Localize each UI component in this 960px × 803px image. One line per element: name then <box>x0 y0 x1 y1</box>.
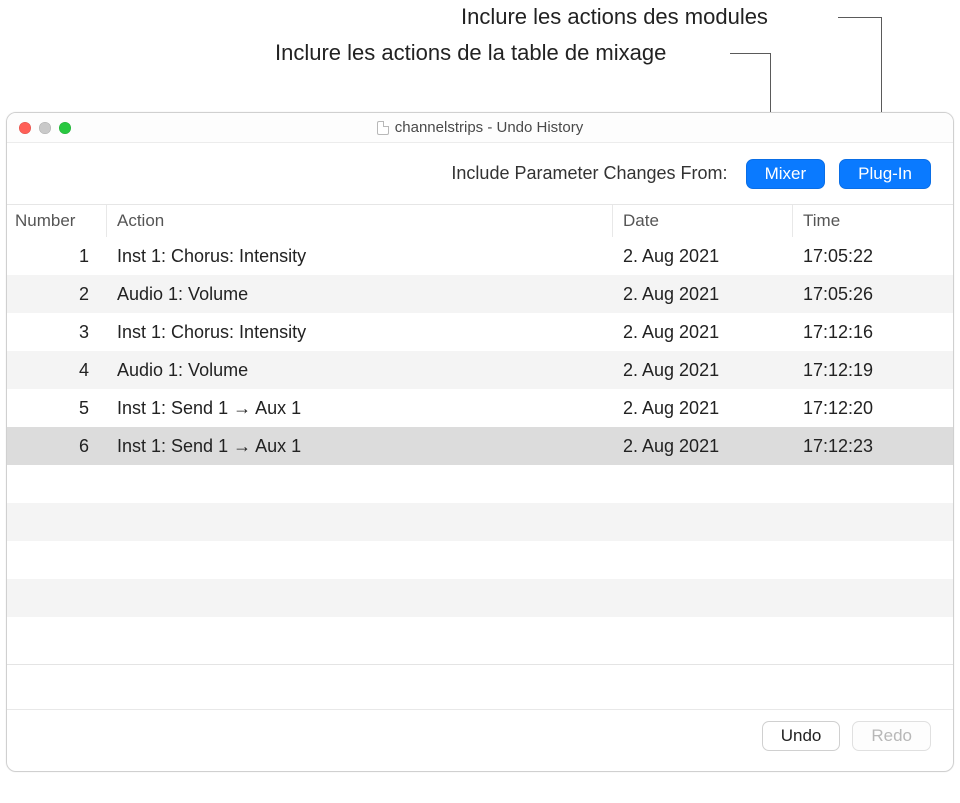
cell-action: Inst 1: Chorus: Intensity <box>107 246 613 267</box>
cell-number: 1 <box>7 246 107 267</box>
table-row <box>7 503 953 541</box>
cell-time: 17:05:26 <box>793 284 953 305</box>
cell-date: 2. Aug 2021 <box>613 360 793 381</box>
cell-action: Inst 1: Send 1 → Aux 1 <box>107 436 613 457</box>
toolbar: Include Parameter Changes From: Mixer Pl… <box>7 143 953 205</box>
table-row[interactable]: 5Inst 1: Send 1 → Aux 12. Aug 202117:12:… <box>7 389 953 427</box>
table-row[interactable]: 4Audio 1: Volume2. Aug 202117:12:19 <box>7 351 953 389</box>
undo-button[interactable]: Undo <box>762 721 841 751</box>
cell-date: 2. Aug 2021 <box>613 398 793 419</box>
table-row[interactable]: 3Inst 1: Chorus: Intensity2. Aug 202117:… <box>7 313 953 351</box>
col-time[interactable]: Time <box>793 205 953 237</box>
leader-mixer-h <box>730 53 770 54</box>
cell-number: 5 <box>7 398 107 419</box>
cell-number: 6 <box>7 436 107 457</box>
cell-date: 2. Aug 2021 <box>613 322 793 343</box>
leader-plugin-h <box>838 17 881 18</box>
cell-date: 2. Aug 2021 <box>613 246 793 267</box>
toolbar-label: Include Parameter Changes From: <box>451 163 727 184</box>
table-body: 1Inst 1: Chorus: Intensity2. Aug 202117:… <box>7 237 953 664</box>
cell-date: 2. Aug 2021 <box>613 436 793 457</box>
cell-action: Inst 1: Send 1 → Aux 1 <box>107 398 613 419</box>
callout-plugin: Inclure les actions des modules <box>461 4 768 30</box>
history-table: Number Action Date Time 1Inst 1: Chorus:… <box>7 205 953 665</box>
window-title-wrap: channelstrips - Undo History <box>7 119 953 136</box>
cell-time: 17:12:16 <box>793 322 953 343</box>
table-row <box>7 617 953 655</box>
cell-time: 17:12:23 <box>793 436 953 457</box>
table-row <box>7 579 953 617</box>
col-action[interactable]: Action <box>107 205 613 237</box>
titlebar[interactable]: channelstrips - Undo History <box>7 113 953 143</box>
undo-history-window: channelstrips - Undo History Include Par… <box>6 112 954 772</box>
callout-mixer: Inclure les actions de la table de mixag… <box>275 40 666 66</box>
footer: Undo Redo <box>7 665 953 769</box>
redo-button: Redo <box>852 721 931 751</box>
cell-number: 3 <box>7 322 107 343</box>
cell-number: 4 <box>7 360 107 381</box>
plugin-button[interactable]: Plug-In <box>839 159 931 189</box>
table-row <box>7 465 953 503</box>
cell-action: Audio 1: Volume <box>107 360 613 381</box>
table-row[interactable]: 2Audio 1: Volume2. Aug 202117:05:26 <box>7 275 953 313</box>
document-icon <box>377 121 389 135</box>
cell-time: 17:12:20 <box>793 398 953 419</box>
cell-time: 17:12:19 <box>793 360 953 381</box>
table-row[interactable]: 1Inst 1: Chorus: Intensity2. Aug 202117:… <box>7 237 953 275</box>
col-date[interactable]: Date <box>613 205 793 237</box>
cell-date: 2. Aug 2021 <box>613 284 793 305</box>
cell-time: 17:05:22 <box>793 246 953 267</box>
table-row[interactable]: 6Inst 1: Send 1 → Aux 12. Aug 202117:12:… <box>7 427 953 465</box>
mixer-button[interactable]: Mixer <box>746 159 826 189</box>
window-title: channelstrips - Undo History <box>395 119 583 136</box>
table-header: Number Action Date Time <box>7 205 953 237</box>
table-row <box>7 541 953 579</box>
cell-action: Audio 1: Volume <box>107 284 613 305</box>
cell-number: 2 <box>7 284 107 305</box>
col-number[interactable]: Number <box>7 205 107 237</box>
cell-action: Inst 1: Chorus: Intensity <box>107 322 613 343</box>
